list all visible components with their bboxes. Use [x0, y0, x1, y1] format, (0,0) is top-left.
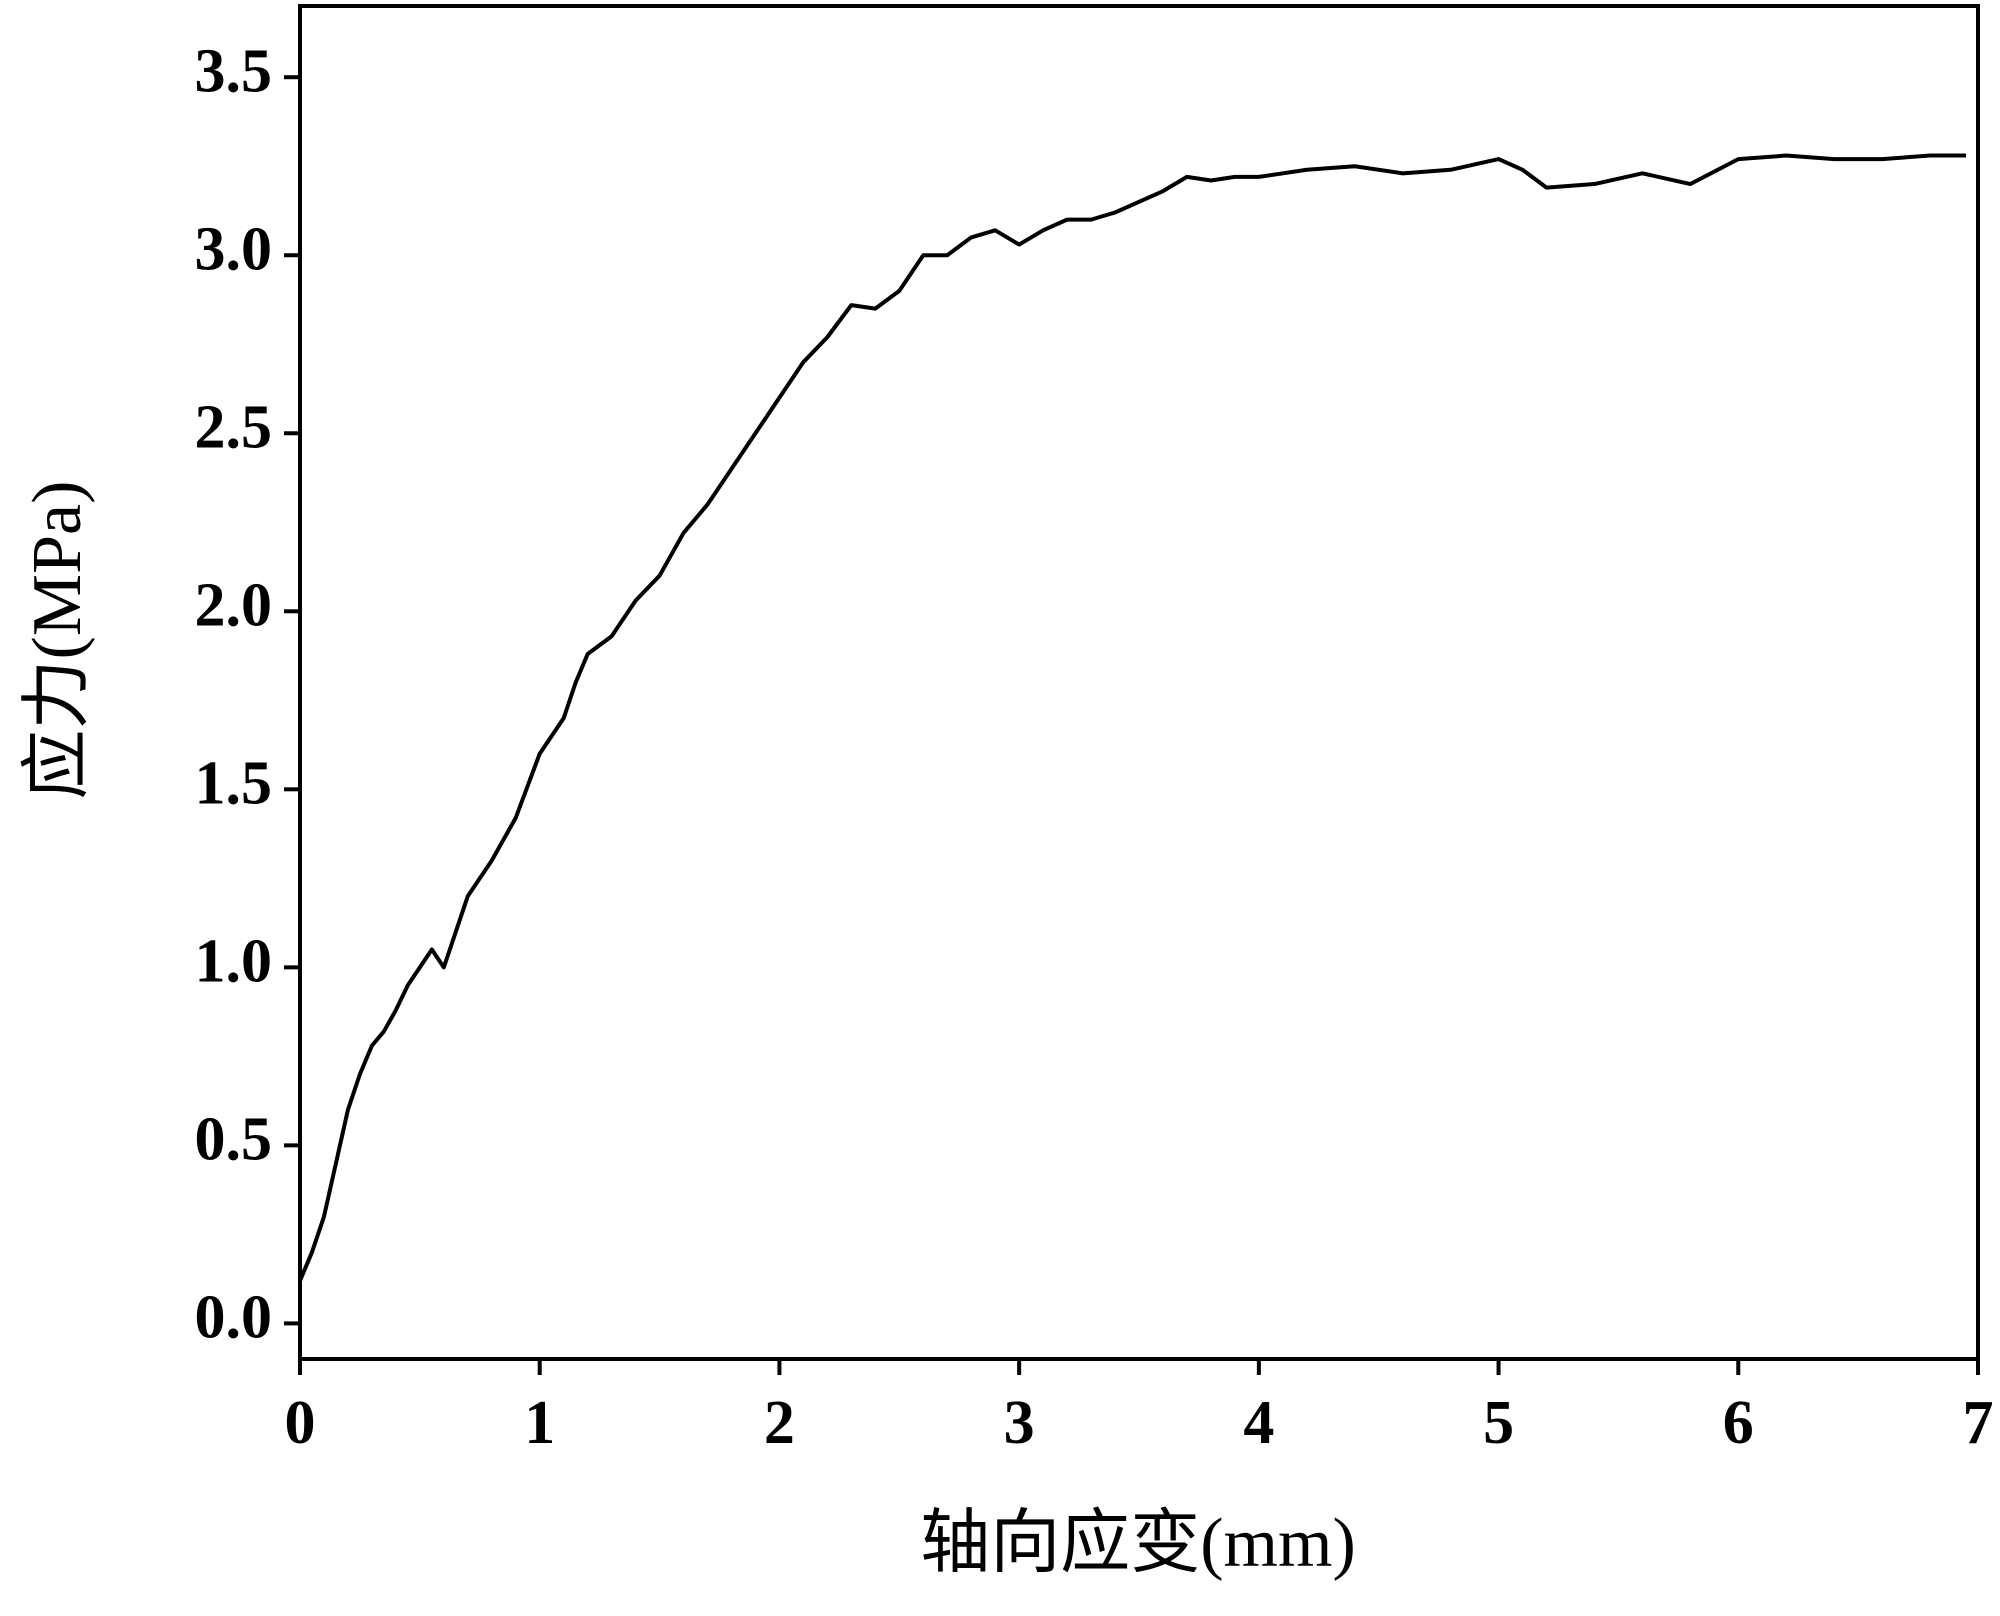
x-tick-label: 4 — [1243, 1389, 1274, 1457]
y-tick-label: 1.0 — [195, 928, 273, 996]
y-tick-label: 2.5 — [195, 393, 273, 461]
y-tick-label: 1.5 — [195, 750, 273, 818]
y-axis-label: 应力(MPa) — [19, 481, 96, 800]
y-tick-label: 0.0 — [195, 1284, 273, 1352]
x-tick-label: 3 — [1004, 1389, 1035, 1457]
y-tick-label: 3.0 — [195, 215, 273, 283]
x-tick-label: 5 — [1483, 1389, 1514, 1457]
y-tick-label: 3.5 — [195, 37, 273, 105]
x-tick-label: 7 — [1963, 1389, 1994, 1457]
x-tick-label: 1 — [524, 1389, 555, 1457]
y-tick-label: 0.5 — [195, 1106, 273, 1174]
x-tick-label: 6 — [1723, 1389, 1754, 1457]
x-axis-label: 轴向应变(mm) — [920, 1505, 1356, 1582]
x-tick-label: 2 — [764, 1389, 795, 1457]
plot-frame — [298, 4, 1980, 1361]
data-line — [298, 153, 1967, 1282]
y-tick-label: 2.0 — [195, 572, 273, 640]
x-tick-label: 0 — [285, 1389, 316, 1457]
